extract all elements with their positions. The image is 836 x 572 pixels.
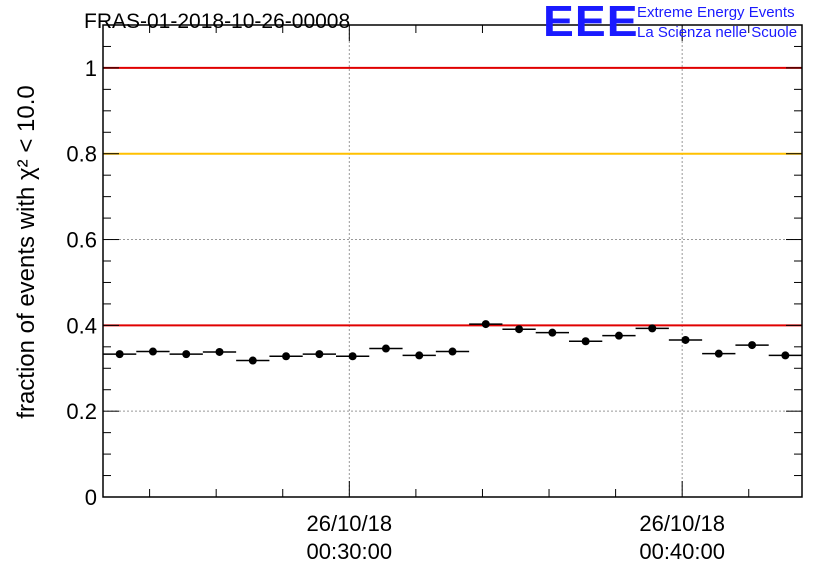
x-tick-label-date: 26/10/18 (306, 511, 392, 536)
tick-labels: 0 0.2 0.4 0.6 0.8 1 26/10/18 00:30:00 26/10/18 00… (66, 56, 725, 564)
y-tick-label: 0.6 (66, 228, 97, 253)
data-points (103, 320, 802, 365)
data-point (748, 341, 757, 350)
data-point (448, 347, 457, 356)
logo-line-2: La Scienza nelle Scuole (637, 24, 798, 41)
data-point (415, 351, 424, 360)
x-tick-label-date: 26/10/18 (639, 511, 725, 536)
data-point (215, 347, 224, 356)
data-point (148, 347, 157, 356)
data-point (548, 328, 557, 337)
y-axis-label: fraction of events with χ² < 10.0 (13, 85, 40, 418)
plot-frame (102, 24, 803, 498)
x-tick-label-time: 00:30:00 (306, 539, 392, 564)
y-tick-label: 0.4 (66, 313, 97, 338)
grid-layer (103, 25, 802, 497)
data-point (248, 356, 257, 365)
run-title: FRAS-01-2018-10-26-00008 (84, 10, 351, 33)
data-point (681, 335, 690, 344)
data-point (714, 349, 723, 358)
y-tick-label: 0.2 (66, 399, 97, 424)
logo-line-1: Extreme Energy Events (637, 4, 795, 21)
axis-ticks (103, 24, 802, 498)
data-point (515, 325, 524, 334)
data-point (381, 344, 390, 353)
data-point (581, 337, 590, 346)
data-point (115, 350, 124, 359)
y-tick-label: 0 (85, 485, 97, 510)
data-point (481, 320, 490, 329)
data-point (182, 350, 191, 359)
data-point (348, 352, 357, 361)
data-point (282, 352, 291, 361)
data-point (614, 331, 623, 340)
data-point (648, 324, 657, 333)
y-tick-label: 1 (85, 56, 97, 81)
data-point (315, 350, 324, 359)
data-point (781, 351, 790, 360)
eee-logo: EEE (543, 0, 639, 46)
y-tick-label: 0.8 (66, 142, 97, 167)
reference-lines (103, 66, 802, 327)
x-tick-label-time: 00:40:00 (639, 539, 725, 564)
